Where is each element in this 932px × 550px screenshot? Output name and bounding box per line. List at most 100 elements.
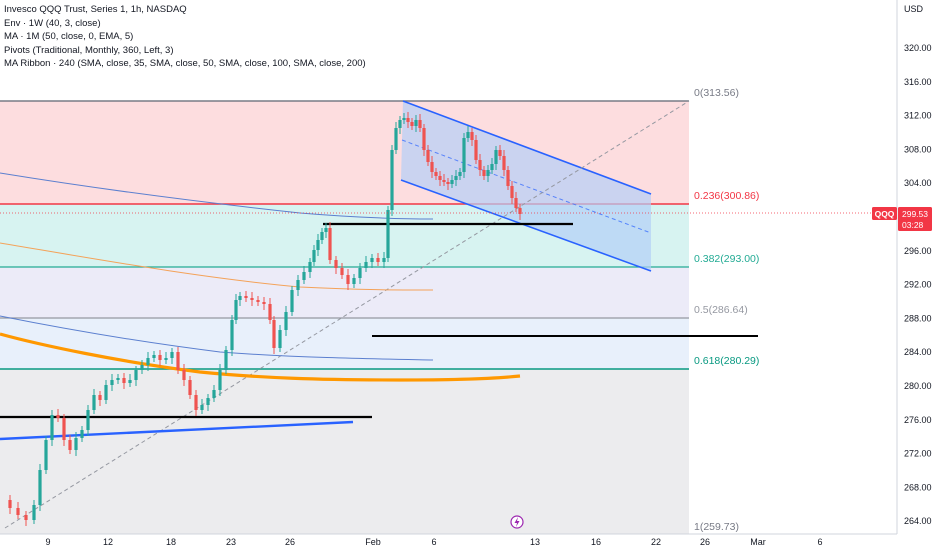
channel-upper-line[interactable] [402,100,652,195]
candle-body [74,438,78,450]
candle-body [32,505,36,520]
candle-body [482,170,486,176]
candle-body [296,280,300,290]
candle-body [224,350,228,370]
candle-body [312,250,316,262]
candle-body [466,132,470,138]
fib-label-0236: 0.236(300.86) [694,190,759,202]
candle-body [438,176,442,180]
candle-body [390,150,394,210]
legend-ribbon[interactable]: MA Ribbon · 240 (SMA, close, 35, SMA, cl… [4,58,366,70]
price-tick-label: 268.00 [904,482,932,492]
ma-ribbon-200 [0,332,521,382]
date-tick-label: 26 [285,537,295,547]
candle-body [278,330,282,348]
candle-body [370,258,374,262]
candle-body [462,138,466,172]
legend-ma[interactable]: MA · 1M (50, close, 0, EMA, 5) [4,31,134,43]
candle-body [134,370,138,380]
ticker-countdown: 03:28 [902,220,924,230]
candle-body [24,515,28,520]
candle-body [308,262,312,272]
candle-body [324,228,328,232]
candle-body [394,128,398,150]
candle-body [302,272,306,280]
fib-zone-0618-1 [0,369,689,534]
candle-body [290,290,294,312]
price-tick-label: 272.00 [904,449,932,459]
candle-body [188,380,192,395]
legend-pivots[interactable]: Pivots (Traditional, Monthly, 360, Left,… [4,44,174,56]
candle-body [206,398,210,405]
candle-body [146,358,150,365]
candle-body [430,162,434,172]
candle-body [86,410,90,430]
candle-body [328,228,332,260]
price-tick-label: 312.00 [904,111,932,121]
candle-body [140,365,144,370]
candle-body [170,352,174,358]
dashed-trend-line[interactable] [4,100,690,529]
candle-body [262,302,266,304]
candle-body [238,296,242,300]
candle-body [410,122,414,126]
candle-body [386,210,390,258]
candle-body [434,172,438,176]
channel-lower-line[interactable] [400,179,652,272]
candle-body [268,304,272,320]
candle-body [364,262,368,268]
candle-body [92,395,96,410]
legend-title[interactable]: Invesco QQQ Trust, Series 1, 1h, NASDAQ [4,4,187,15]
price-tick-label: 316.00 [904,77,932,87]
candle-body [454,176,458,180]
candle-body [158,355,162,360]
price-tick-label: 276.00 [904,415,932,425]
candle-body [446,182,450,184]
date-tick-label: 6 [817,537,822,547]
candle-body [458,172,462,176]
fib-label-0618: 0.618(280.29) [694,355,759,367]
candle-body [250,298,254,300]
candle-body [518,208,522,214]
candle-body [50,415,54,440]
fib-zone-0382-05 [0,267,689,318]
candle-body [56,415,60,418]
date-tick-label: 18 [166,537,176,547]
candle-body [334,260,338,268]
price-tick-label: 292.00 [904,280,932,290]
fib-zone-05-0618 [0,318,689,369]
price-tick-label: 284.00 [904,347,932,357]
legend-env[interactable]: Env · 1W (40, 3, close) [4,17,101,29]
candle-body [230,320,234,350]
date-tick-label: 22 [651,537,661,547]
candle-body [110,380,114,385]
candle-body [38,470,42,505]
candle-body [352,278,356,284]
candle-body [176,352,180,370]
indicator-legend: Invesco QQQ Trust, Series 1, 1h, NASDAQ … [4,3,366,71]
ticker-badge[interactable]: QQQ 299.53 03:28 [872,207,932,231]
candle-body [234,300,238,320]
currency-label: USD [904,4,924,14]
candle-body [316,240,320,250]
date-tick-label: 9 [45,537,50,547]
channel-mid-line[interactable] [401,139,652,234]
date-axis[interactable]: 9 12 18 23 26 Feb 6 13 16 22 26 Mar 6 [0,533,897,547]
candle-body [514,198,518,208]
candle-body [376,258,380,262]
price-tick-label: 296.00 [904,246,932,256]
price-axis[interactable]: USD 320.00316.00312.00308.00304.00300.00… [896,0,932,550]
ascending-trend-line[interactable] [0,420,354,441]
price-tick-label: 280.00 [904,381,932,391]
candle-body [152,355,156,358]
candle-body [182,370,186,380]
candlestick-series[interactable] [8,112,522,526]
price-tick-label: 320.00 [904,43,932,53]
candle-body [62,418,66,440]
candle-body [382,258,386,262]
lightning-icon[interactable] [510,515,524,529]
candle-body [244,296,248,298]
candle-body [450,180,454,184]
